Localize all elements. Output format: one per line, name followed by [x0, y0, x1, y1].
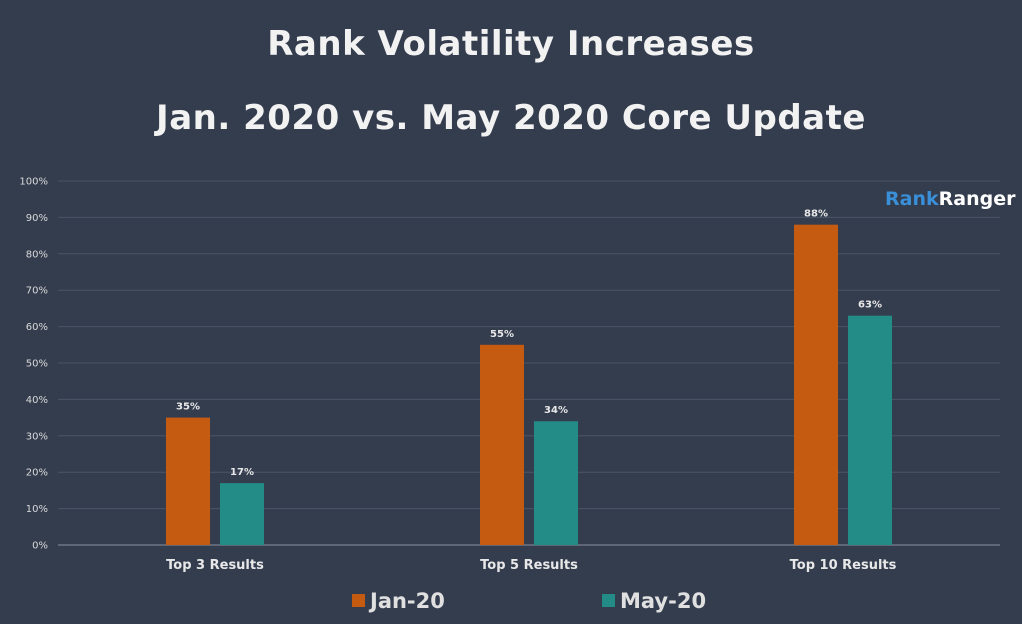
rankranger-logo: RankRanger: [885, 188, 1015, 210]
data-label: 55%: [490, 329, 514, 340]
bar-may-20-1: [220, 483, 264, 545]
y-tick-label: 60%: [26, 322, 48, 333]
legend-label: May-20: [620, 589, 706, 613]
y-tick-label: 100%: [19, 177, 48, 188]
logo-rank: Rank: [885, 188, 939, 210]
x-category-label: Top 5 Results: [480, 558, 578, 573]
data-label: 35%: [176, 402, 200, 413]
bar-may-20-2: [534, 421, 578, 545]
data-label: 63%: [858, 300, 882, 311]
chart-subtitle: Jan. 2020 vs. May 2020 Core Update: [156, 98, 866, 138]
y-tick-label: 30%: [26, 431, 48, 442]
bar-jan-20-1: [166, 417, 210, 545]
legend-label: Jan-20: [368, 589, 445, 613]
y-tick-label: 50%: [26, 359, 48, 370]
y-tick-label: 0%: [32, 541, 48, 552]
data-label: 34%: [544, 405, 568, 416]
legend-swatch-jan-20: [352, 594, 365, 607]
logo-ranger: Ranger: [938, 188, 1016, 210]
bar-may-20-3: [848, 315, 892, 545]
bar-jan-20-2: [480, 344, 524, 545]
y-tick-label: 80%: [26, 249, 48, 260]
chart-title: Rank Volatility Increases: [267, 24, 755, 64]
data-label: 88%: [804, 209, 828, 220]
x-category-label: Top 10 Results: [790, 558, 897, 573]
x-category-label: Top 3 Results: [166, 558, 264, 573]
legend-swatch-may-20: [602, 594, 615, 607]
y-tick-label: 70%: [26, 286, 48, 297]
data-label: 17%: [230, 467, 254, 478]
y-tick-label: 10%: [26, 504, 48, 515]
y-tick-label: 40%: [26, 395, 48, 406]
bar-jan-20-3: [794, 224, 838, 545]
y-tick-label: 20%: [26, 468, 48, 479]
y-tick-label: 90%: [26, 213, 48, 224]
